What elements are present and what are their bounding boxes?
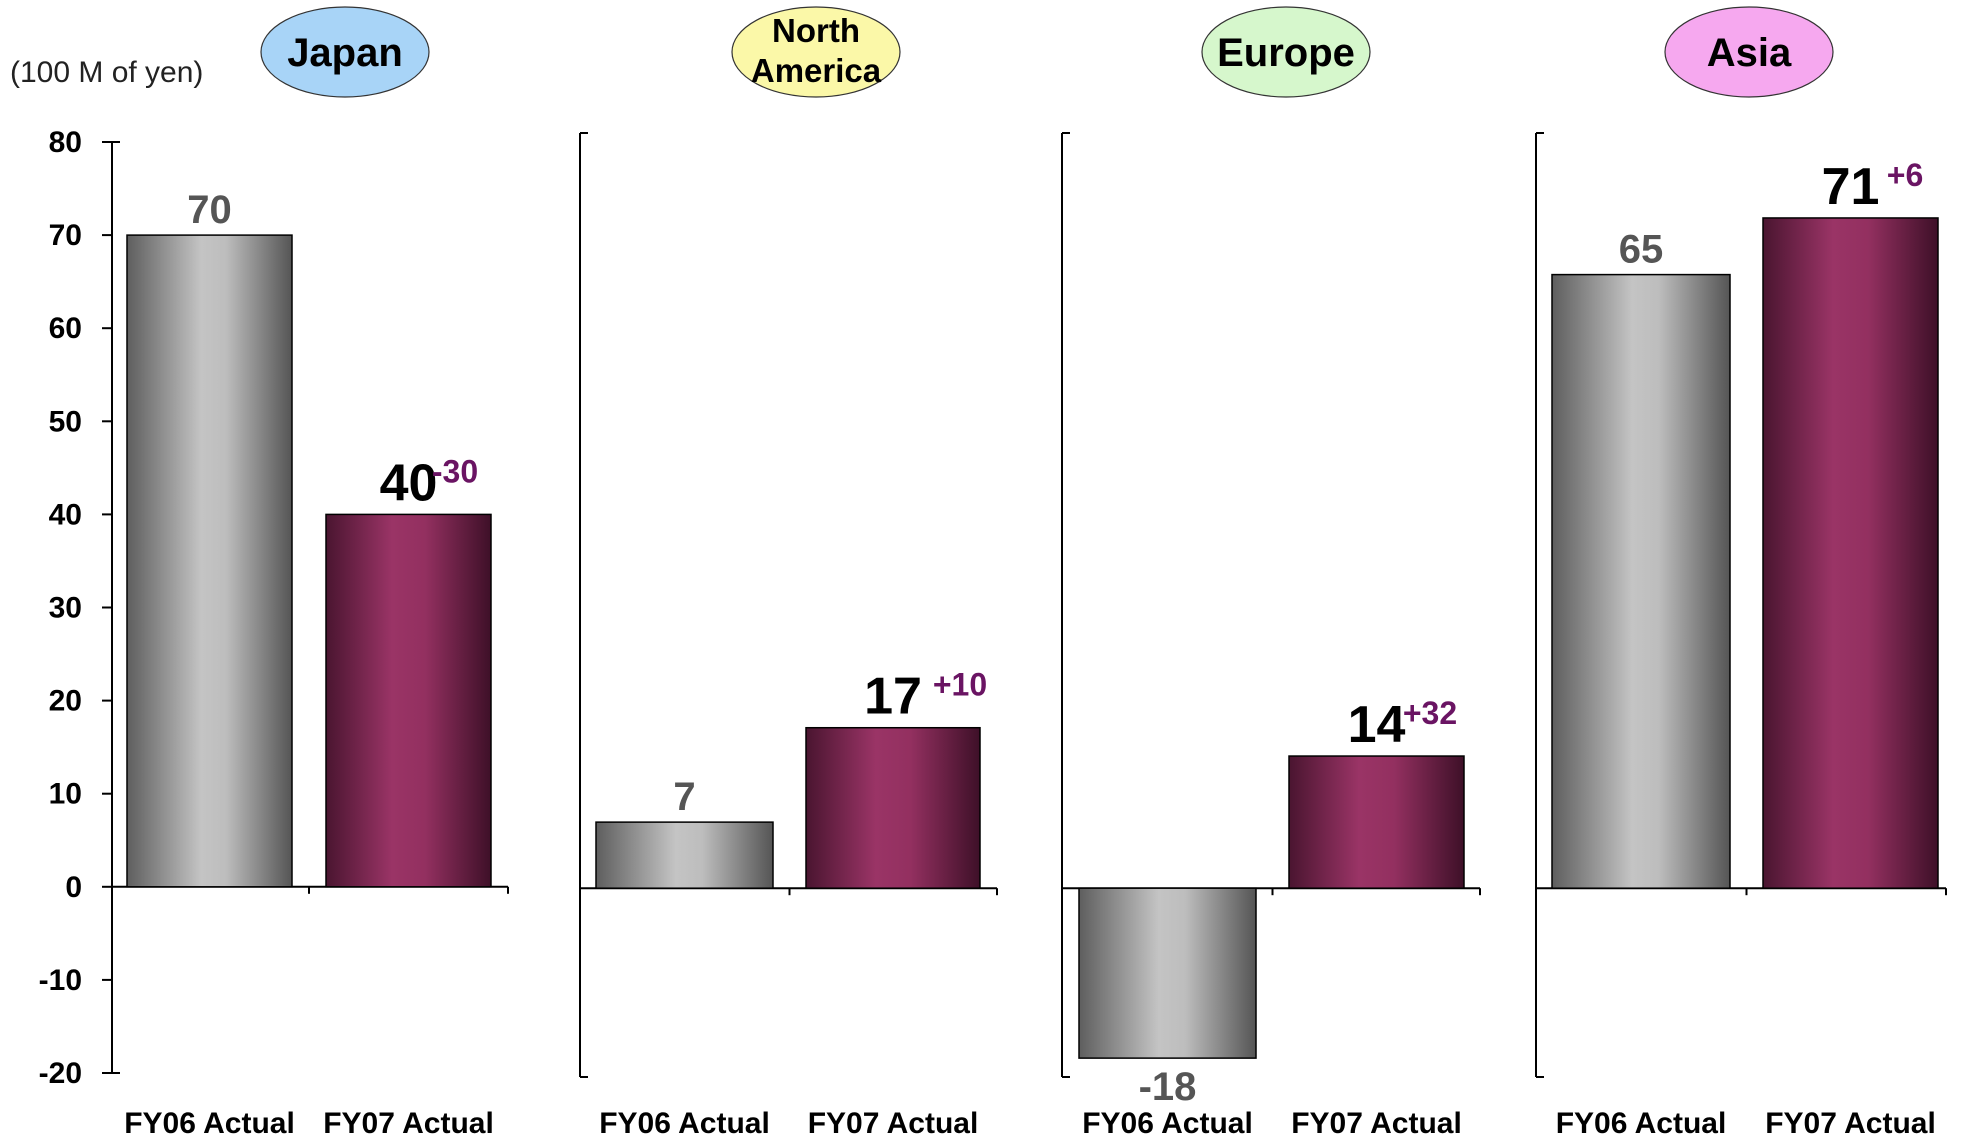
region-title: Asia: [1707, 31, 1792, 75]
region-badge: Europe: [1201, 6, 1371, 98]
region-badge-shape: [260, 6, 430, 98]
y-tick-label: 80: [49, 126, 82, 159]
region-badge-shape: [1201, 6, 1371, 98]
bar-fy07: [1288, 755, 1465, 889]
region-badge-shape: [731, 6, 901, 98]
category-label: FY06 Actual: [599, 1107, 770, 1140]
region-title-line: America: [751, 52, 882, 89]
category-label: FY07 Actual: [323, 1107, 494, 1140]
bar-fy07: [805, 726, 981, 889]
delta-label: +10: [933, 667, 987, 703]
bar-fy06: [1551, 273, 1731, 889]
category-label: FY07 Actual: [1291, 1107, 1462, 1140]
category-label: FY06 Actual: [1556, 1107, 1727, 1140]
chart-panel-4: Asia 65 FY06 Actual 71 FY07 Actual +6: [1535, 6, 1947, 1140]
value-label-fy06: -18: [1139, 1065, 1197, 1109]
value-label-fy07: 71: [1822, 158, 1880, 216]
bar-fy07: [325, 513, 492, 888]
y-tick-label: -20: [39, 1057, 82, 1090]
unit-label: (100 M of yen): [10, 56, 203, 89]
bar-fy06: [595, 821, 774, 889]
category-label: FY06 Actual: [124, 1107, 295, 1140]
delta-label: +6: [1887, 157, 1923, 193]
value-label-fy07: 14: [1348, 696, 1406, 754]
y-tick-label: 50: [49, 405, 82, 438]
value-label-fy07: 40: [380, 454, 438, 512]
y-tick-label: 20: [49, 685, 82, 718]
chart-panel-1: Japan 80 70 60 50 40 30 20 10 0 -10 -20 70 FY06 Actua…: [39, 6, 509, 1140]
bar-fy06: [1078, 887, 1257, 1059]
region-title: Europe: [1217, 31, 1355, 75]
region-title-line: North: [772, 12, 860, 49]
region-badge: Asia: [1664, 6, 1834, 98]
value-label-fy06: 70: [187, 188, 232, 232]
value-label-fy06: 65: [1619, 228, 1664, 272]
region-title: Japan: [287, 31, 403, 75]
delta-label: +32: [1403, 695, 1457, 731]
y-tick-label: 30: [49, 592, 82, 625]
delta-label: -30: [432, 453, 478, 489]
region-badge: Japan: [260, 6, 430, 98]
bar-fy06: [126, 234, 293, 888]
y-tick-label: 60: [49, 312, 82, 345]
bar-fy07: [1762, 217, 1939, 889]
region-badge-shape: [1664, 6, 1834, 98]
y-tick-label: -10: [39, 964, 82, 997]
category-label: FY06 Actual: [1082, 1107, 1253, 1140]
category-label: FY07 Actual: [1765, 1107, 1936, 1140]
value-label-fy06: 7: [673, 775, 695, 819]
y-tick-label: 10: [49, 778, 82, 811]
y-tick-label: 40: [49, 498, 82, 531]
y-tick-label: 0: [65, 871, 82, 904]
value-label-fy07: 17: [864, 668, 922, 726]
category-label: FY07 Actual: [808, 1107, 979, 1140]
y-tick-label: 70: [49, 219, 82, 252]
